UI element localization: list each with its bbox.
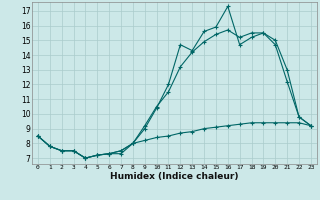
X-axis label: Humidex (Indice chaleur): Humidex (Indice chaleur) (110, 172, 239, 181)
